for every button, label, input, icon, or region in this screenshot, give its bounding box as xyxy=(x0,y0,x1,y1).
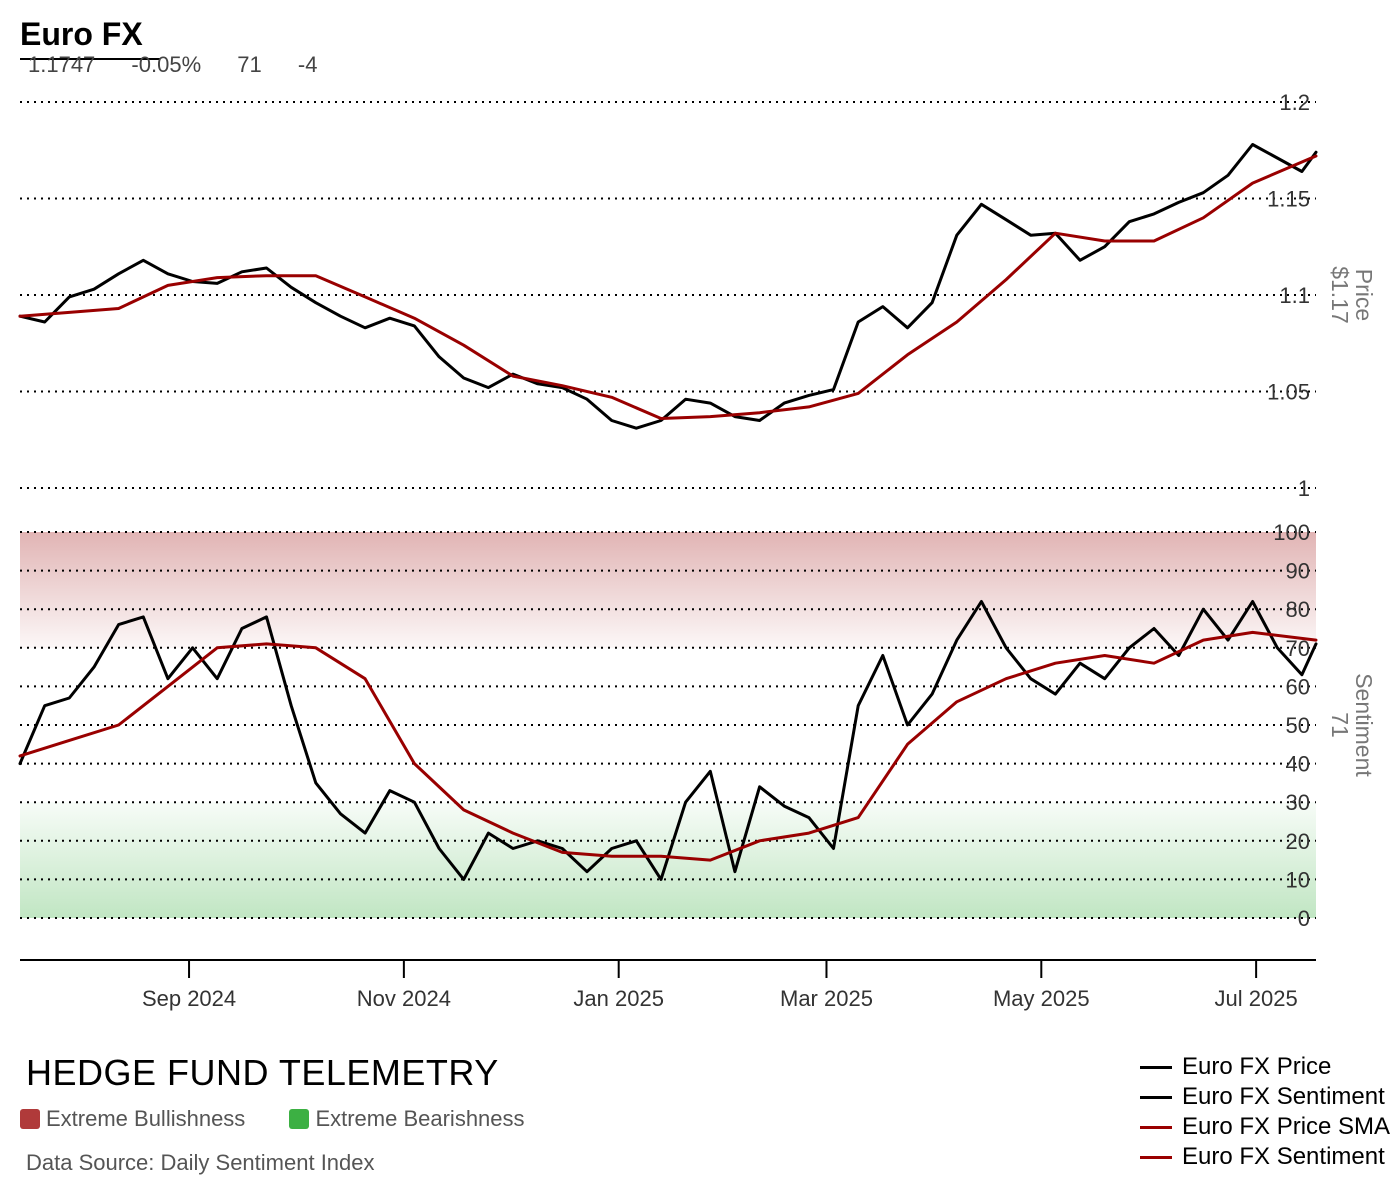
sentiment-ytick-label: 80 xyxy=(1286,597,1310,622)
data-source: Data Source: Daily Sentiment Index xyxy=(26,1150,375,1175)
sentiment-ylabel: Sentiment xyxy=(1351,673,1377,777)
sentiment-series-line-main xyxy=(18,600,1318,881)
x-tick-label: Mar 2025 xyxy=(780,986,873,1011)
price-side-label: Price$1.17 xyxy=(1327,266,1377,324)
sentiment-ytick-label: 30 xyxy=(1286,790,1310,815)
legend-item-price: Euro FX Price xyxy=(1140,1052,1390,1082)
legend-swatch-sentiment xyxy=(1140,1095,1172,1099)
legend-swatch-sentiment-sma xyxy=(1140,1155,1172,1159)
legend-swatch-price xyxy=(1140,1065,1172,1069)
x-tick-label: Jul 2025 xyxy=(1215,986,1298,1011)
price-ytick-label: 1.1 xyxy=(1279,283,1310,308)
price-ylabel-value: $1.17 xyxy=(1327,266,1353,324)
sentiment-ytick-label: 100 xyxy=(1273,520,1310,545)
sentiment-change-value: -4 xyxy=(297,52,318,77)
price-ytick-label: 1.15 xyxy=(1267,187,1310,212)
legend-item-sentiment: Euro FX Sentiment xyxy=(1140,1082,1390,1112)
zone-swatch-bullish xyxy=(20,1109,40,1129)
zone-swatch-bearish xyxy=(289,1109,310,1129)
series-legend: Euro FX Price Euro FX Sentiment Euro FX … xyxy=(1140,1052,1390,1172)
x-tick-label: Nov 2024 xyxy=(357,986,451,1011)
brand-name: HEDGE FUND TELEMETRY xyxy=(26,1052,499,1093)
sentiment-value: 71 xyxy=(237,52,262,77)
chart-title: Euro FX xyxy=(20,16,143,52)
sentiment-series-line-sma xyxy=(18,630,1318,862)
sentiment-ytick-label: 20 xyxy=(1286,829,1310,854)
legend-swatch-price-sma xyxy=(1140,1125,1172,1129)
price-ytick-label: 1 xyxy=(1298,476,1310,501)
sentiment-band-bullish xyxy=(20,532,1316,648)
price-ytick-label: 1.05 xyxy=(1267,380,1310,405)
x-tick-label: Jan 2025 xyxy=(573,986,664,1011)
sentiment-ylabel-value: 71 xyxy=(1327,712,1353,738)
price-ylabel: Price xyxy=(1351,269,1377,321)
x-tick-label: May 2025 xyxy=(993,986,1090,1011)
legend-label-sentiment-sma: Euro FX Sentiment xyxy=(1182,1143,1385,1170)
legend-label-price-sma: Euro FX Price SMA xyxy=(1182,1113,1391,1140)
zone-label-bullish: Extreme Bullishness xyxy=(46,1106,246,1131)
sentiment-ytick-label: 0 xyxy=(1298,906,1310,931)
price-value: 1.1747 xyxy=(28,52,96,77)
change-value: -0.05% xyxy=(131,52,202,77)
legend-item-sentiment-sma: Euro FX Sentiment xyxy=(1140,1142,1390,1172)
zone-legend-item-bullish: Extreme Bullishness xyxy=(20,1106,245,1132)
title-underline xyxy=(20,58,160,60)
header-stats: 1.1747 -0.05% 71 -4 xyxy=(28,52,347,78)
sentiment-ytick-label: 60 xyxy=(1286,674,1310,699)
sentiment-ytick-label: 90 xyxy=(1286,559,1310,584)
price-series-line-main xyxy=(18,143,1318,430)
sentiment-ytick-label: 10 xyxy=(1286,867,1310,892)
zone-label-bearish: Extreme Bearishness xyxy=(315,1106,525,1131)
price-series-line-sma xyxy=(18,154,1318,420)
legend-label-sentiment: Euro FX Sentiment xyxy=(1182,1083,1385,1110)
zone-legend: Extreme Bullishness Extreme Bearishness xyxy=(20,1106,563,1135)
price-ytick-label: 1.2 xyxy=(1279,90,1310,115)
sentiment-ytick-label: 50 xyxy=(1286,713,1310,738)
x-tick-label: Sep 2024 xyxy=(142,986,236,1011)
legend-label-price: Euro FX Price xyxy=(1182,1053,1332,1080)
sentiment-ytick-label: 40 xyxy=(1286,752,1310,777)
zone-legend-item-bearish: Extreme Bearishness xyxy=(289,1106,525,1132)
legend-item-price-sma: Euro FX Price SMA xyxy=(1140,1112,1390,1142)
